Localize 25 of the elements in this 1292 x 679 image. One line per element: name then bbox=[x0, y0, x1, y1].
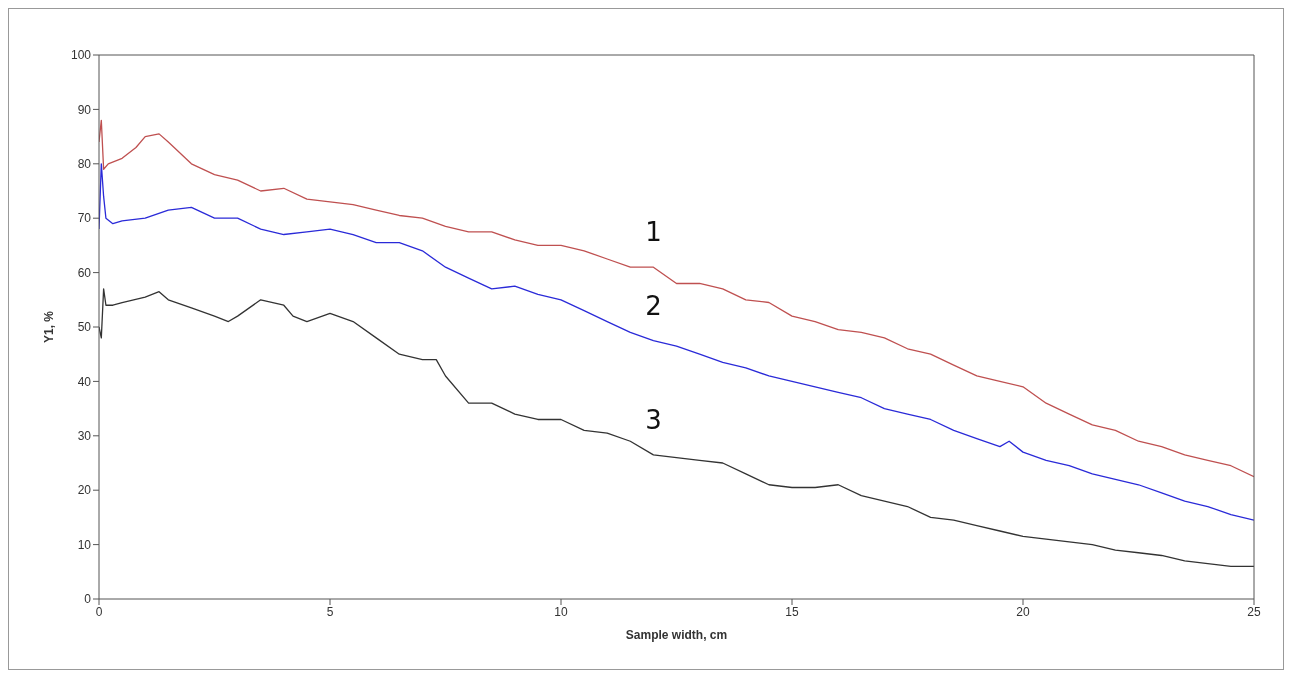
y-axis-title: Y1, % bbox=[42, 310, 57, 344]
y-tick-label: 70 bbox=[77, 211, 92, 226]
y-tick-label: 40 bbox=[77, 374, 92, 389]
y-tick-label: 30 bbox=[77, 429, 92, 444]
y-tick-label: 50 bbox=[77, 320, 92, 335]
y-tick-label: 100 bbox=[70, 48, 92, 63]
line-series bbox=[99, 163, 1254, 521]
series-label: 3 bbox=[645, 404, 662, 435]
x-tick-label: 15 bbox=[785, 604, 799, 619]
y-tick-label: 10 bbox=[77, 537, 92, 552]
x-tick-label: 25 bbox=[1247, 604, 1261, 619]
y-tick-label: 0 bbox=[84, 592, 92, 607]
x-tick-label: 5 bbox=[326, 604, 334, 619]
line-series bbox=[99, 288, 1254, 568]
y-tick-label: 60 bbox=[77, 265, 92, 280]
y-tick-label: 20 bbox=[77, 483, 92, 498]
y-tick-label: 90 bbox=[77, 102, 92, 117]
x-axis-title: Sample width, cm bbox=[625, 628, 728, 642]
series-label: 2 bbox=[645, 290, 662, 321]
x-tick-label: 0 bbox=[95, 604, 103, 619]
series-label: 1 bbox=[645, 217, 662, 248]
x-tick-label: 20 bbox=[1016, 604, 1030, 619]
x-tick-label: 10 bbox=[554, 604, 568, 619]
y-tick-label: 80 bbox=[77, 157, 92, 172]
line-series bbox=[99, 119, 1254, 478]
